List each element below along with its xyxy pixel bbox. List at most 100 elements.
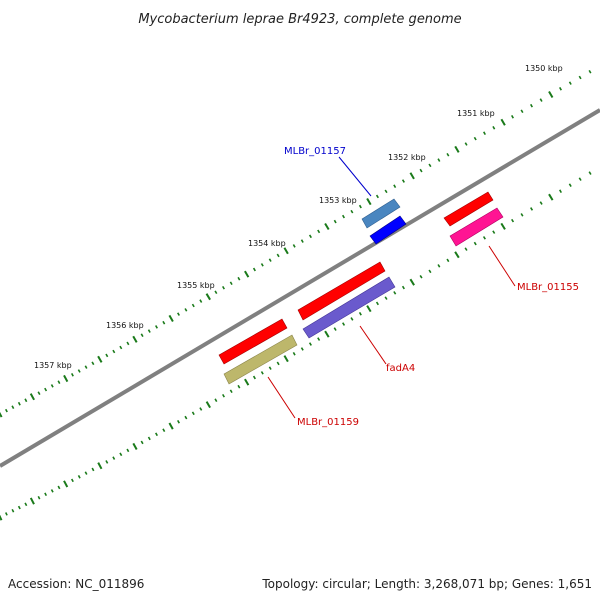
gene-bar-mlbr-01157[interactable]	[361, 198, 401, 229]
inner-ring-major-tick	[283, 355, 289, 363]
inner-ring-minor-tick	[177, 420, 180, 424]
inner-ring-minor-tick	[308, 342, 312, 346]
inner-ring-minor-tick	[317, 337, 321, 341]
genome-backbone	[0, 108, 600, 468]
outer-ring-minor-tick	[24, 398, 28, 403]
inner-ring-minor-tick	[229, 389, 233, 394]
outer-ring-minor-tick	[91, 361, 95, 366]
inner-ring-minor-tick	[4, 512, 8, 516]
inner-ring-minor-tick	[342, 322, 346, 326]
outer-ring-minor-tick	[37, 391, 41, 395]
outer-ring-minor-tick	[126, 341, 130, 346]
inner-ring-minor-tick	[222, 393, 225, 398]
gene-label-mlbr-01159[interactable]: MLBr_01159	[297, 417, 359, 428]
scale-label-1355: 1355 kbp	[177, 281, 215, 290]
inner-ring-minor-tick	[350, 317, 354, 321]
outer-ring-minor-tick	[84, 365, 88, 369]
inner-ring-major-tick	[409, 278, 415, 286]
gene-label-mlbr-01155[interactable]: MLBr_01155	[517, 282, 579, 293]
inner-ring-major-tick	[29, 497, 35, 505]
outer-ring-minor-tick	[268, 258, 272, 262]
inner-ring-major-tick	[324, 330, 330, 338]
inner-tick-ring	[0, 171, 592, 521]
outer-ring-minor-tick	[44, 387, 48, 392]
outer-ring-minor-tick	[539, 98, 543, 102]
outer-ring-minor-tick	[77, 369, 81, 373]
outer-ring-major-tick	[324, 222, 330, 231]
outer-tick-ring	[0, 69, 592, 418]
inner-ring-minor-tick	[17, 505, 21, 510]
inner-ring-minor-tick	[333, 327, 337, 331]
outer-ring-minor-tick	[112, 349, 116, 354]
accession-text: Accession: NC_011896	[8, 577, 145, 591]
inner-ring-minor-tick	[292, 352, 296, 356]
inner-ring-minor-tick	[559, 189, 562, 193]
outer-ring-minor-tick	[437, 158, 441, 162]
outer-ring-minor-tick	[237, 276, 241, 281]
gene-bar-fada4[interactable]	[302, 276, 396, 339]
inner-ring-minor-tick	[520, 213, 524, 217]
outer-ring-minor-tick	[147, 329, 151, 333]
inner-ring-minor-tick	[44, 492, 48, 497]
inner-ring-minor-tick	[57, 485, 61, 490]
outer-ring-minor-tick	[162, 320, 166, 325]
outer-ring-minor-tick	[222, 285, 225, 290]
outer-ring-minor-tick	[119, 345, 123, 350]
outer-ring-minor-tick	[292, 244, 296, 248]
inner-ring-minor-tick	[428, 269, 432, 274]
outer-ring-minor-tick	[57, 380, 61, 384]
inner-ring-minor-tick	[511, 218, 515, 223]
inner-ring-minor-tick	[24, 502, 28, 507]
inner-ring-minor-tick	[91, 467, 95, 472]
scale-label-1356: 1356 kbp	[106, 321, 144, 330]
inner-ring-major-tick	[244, 378, 250, 386]
inner-ring-minor-tick	[588, 171, 592, 175]
inner-ring-minor-tick	[530, 207, 534, 211]
outer-ring-minor-tick	[350, 209, 354, 214]
inner-ring-minor-tick	[50, 489, 54, 493]
gene-bar-mlbr-01155[interactable]	[449, 207, 504, 247]
inner-ring-minor-tick	[401, 285, 405, 290]
outer-ring-minor-tick	[191, 303, 195, 308]
inner-ring-minor-tick	[492, 230, 496, 234]
outer-ring-minor-tick	[199, 299, 203, 303]
outer-ring-minor-tick	[520, 109, 524, 114]
outer-ring-major-tick	[500, 118, 506, 126]
outer-ring-major-tick	[205, 293, 211, 301]
inner-ring-minor-tick	[237, 384, 241, 389]
inner-ring-major-tick	[548, 193, 554, 201]
outer-ring-minor-tick	[155, 325, 158, 329]
outer-ring-minor-tick	[446, 152, 450, 157]
inner-ring-minor-tick	[446, 258, 450, 263]
inner-ring-minor-tick	[37, 495, 41, 500]
outer-ring-minor-tick	[333, 219, 337, 224]
inner-ring-major-tick	[97, 462, 103, 470]
scale-label-1350: 1350 kbp	[525, 64, 563, 73]
inner-ring-minor-tick	[155, 432, 158, 437]
outer-ring-major-tick	[409, 172, 415, 180]
outer-ring-minor-tick	[530, 103, 533, 108]
cds-bar-mlbr-01157[interactable]	[369, 215, 407, 245]
cds-bar-fada4[interactable]	[297, 261, 386, 321]
inner-ring-major-tick	[454, 251, 460, 259]
outer-ring-major-tick	[366, 197, 372, 206]
gene-label-fada4[interactable]: fadA4	[386, 363, 415, 374]
outer-ring-minor-tick	[300, 239, 304, 243]
gene-bar-mlbr-01159[interactable]	[223, 334, 298, 385]
inner-ring-major-tick	[168, 422, 174, 430]
scale-label-1352: 1352 kbp	[388, 153, 426, 162]
outer-ring-minor-tick	[317, 229, 321, 234]
gene-label-mlbr-01157[interactable]: MLBr_01157	[284, 146, 346, 157]
inner-ring-minor-tick	[105, 460, 109, 464]
cds-bar-mlbr-01159[interactable]	[218, 318, 288, 365]
outer-ring-major-tick	[168, 314, 174, 322]
inner-ring-major-tick	[63, 480, 69, 488]
genome-summary-text: Topology: circular; Length: 3,268,071 bp…	[262, 577, 592, 591]
inner-ring-minor-tick	[112, 456, 116, 460]
inner-ring-major-tick	[0, 514, 3, 521]
leader-mlbr-01157	[338, 156, 372, 197]
outer-ring-minor-tick	[252, 267, 256, 272]
outer-ring-minor-tick	[578, 75, 582, 80]
outer-ring-minor-tick	[184, 308, 188, 312]
cds-bar-mlbr-01155[interactable]	[443, 191, 494, 227]
